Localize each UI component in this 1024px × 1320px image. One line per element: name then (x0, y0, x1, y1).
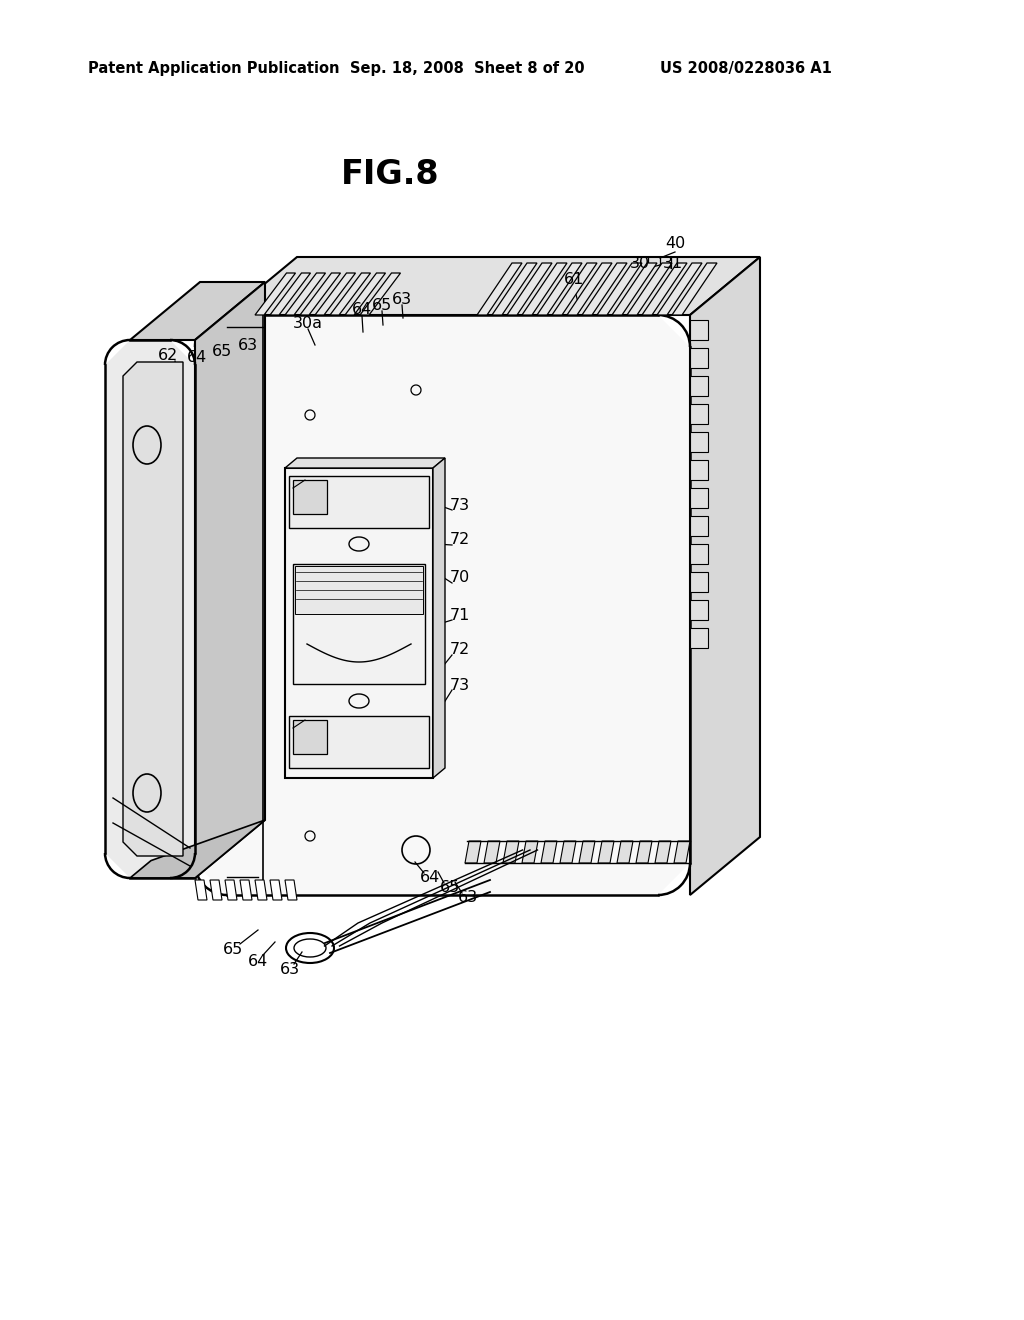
Text: 71: 71 (450, 607, 470, 623)
Polygon shape (597, 263, 642, 315)
Polygon shape (210, 880, 222, 900)
Polygon shape (345, 273, 385, 315)
Polygon shape (690, 601, 708, 620)
Polygon shape (627, 263, 672, 315)
Polygon shape (465, 841, 481, 863)
Polygon shape (240, 880, 252, 900)
Polygon shape (522, 841, 538, 863)
Polygon shape (270, 880, 282, 900)
Polygon shape (123, 362, 183, 855)
Polygon shape (195, 282, 265, 878)
Text: 61: 61 (564, 272, 584, 288)
Polygon shape (582, 263, 627, 315)
Polygon shape (105, 341, 195, 878)
Polygon shape (225, 880, 237, 900)
Polygon shape (300, 273, 341, 315)
Polygon shape (293, 719, 327, 754)
Polygon shape (270, 273, 310, 315)
Polygon shape (690, 516, 708, 536)
Polygon shape (492, 263, 537, 315)
Polygon shape (289, 715, 429, 768)
Polygon shape (507, 263, 552, 315)
Text: 64: 64 (248, 953, 268, 969)
Polygon shape (433, 458, 445, 777)
Polygon shape (612, 263, 657, 315)
Polygon shape (690, 319, 708, 341)
Text: Sep. 18, 2008  Sheet 8 of 20: Sep. 18, 2008 Sheet 8 of 20 (350, 61, 585, 75)
Polygon shape (560, 841, 575, 863)
Text: 65: 65 (372, 297, 392, 313)
Polygon shape (360, 273, 400, 315)
Text: 31: 31 (663, 256, 683, 271)
Polygon shape (598, 841, 614, 863)
Polygon shape (690, 432, 708, 451)
Polygon shape (227, 257, 760, 315)
Polygon shape (672, 263, 717, 315)
Text: 63: 63 (280, 962, 300, 978)
Text: 65: 65 (212, 345, 232, 359)
Text: 72: 72 (450, 532, 470, 548)
Polygon shape (130, 282, 265, 341)
Text: 64: 64 (352, 302, 372, 318)
Polygon shape (503, 841, 519, 863)
Polygon shape (690, 404, 708, 424)
Polygon shape (293, 564, 425, 684)
Polygon shape (617, 841, 633, 863)
Polygon shape (552, 263, 597, 315)
Text: 30: 30 (630, 256, 650, 271)
Polygon shape (295, 566, 423, 614)
Text: 73: 73 (450, 677, 470, 693)
Polygon shape (655, 841, 671, 863)
Polygon shape (579, 841, 595, 863)
Polygon shape (285, 469, 433, 777)
Text: 63: 63 (238, 338, 258, 354)
Polygon shape (690, 488, 708, 508)
Polygon shape (195, 880, 207, 900)
Polygon shape (690, 376, 708, 396)
Text: 73: 73 (450, 498, 470, 512)
Polygon shape (690, 628, 708, 648)
Text: 65: 65 (223, 942, 243, 957)
Polygon shape (315, 273, 355, 315)
Text: 62: 62 (158, 347, 178, 363)
Polygon shape (567, 263, 612, 315)
Polygon shape (484, 841, 500, 863)
Polygon shape (255, 273, 296, 315)
Text: 63: 63 (458, 891, 478, 906)
Text: 64: 64 (420, 870, 440, 886)
Polygon shape (477, 263, 522, 315)
Text: 30a: 30a (293, 315, 323, 330)
Polygon shape (690, 572, 708, 591)
Polygon shape (285, 458, 445, 469)
Text: 64: 64 (186, 351, 207, 366)
Polygon shape (674, 841, 690, 863)
Polygon shape (690, 459, 708, 480)
Text: 63: 63 (392, 292, 412, 306)
Polygon shape (330, 273, 371, 315)
Polygon shape (642, 263, 687, 315)
Text: 72: 72 (450, 643, 470, 657)
Polygon shape (130, 820, 265, 878)
Text: Patent Application Publication: Patent Application Publication (88, 61, 340, 75)
Polygon shape (537, 263, 582, 315)
Polygon shape (285, 273, 326, 315)
Polygon shape (657, 263, 702, 315)
Polygon shape (690, 257, 760, 895)
Polygon shape (522, 263, 567, 315)
Polygon shape (285, 880, 297, 900)
Polygon shape (690, 544, 708, 564)
Polygon shape (636, 841, 652, 863)
Polygon shape (690, 348, 708, 368)
Polygon shape (195, 315, 690, 895)
Text: 65: 65 (440, 880, 460, 895)
Text: US 2008/0228036 A1: US 2008/0228036 A1 (660, 61, 831, 75)
Text: FIG.8: FIG.8 (341, 158, 439, 191)
Polygon shape (255, 880, 267, 900)
Polygon shape (541, 841, 557, 863)
Text: 40: 40 (665, 236, 685, 252)
Polygon shape (293, 480, 327, 513)
Text: 70: 70 (450, 570, 470, 586)
Polygon shape (289, 477, 429, 528)
